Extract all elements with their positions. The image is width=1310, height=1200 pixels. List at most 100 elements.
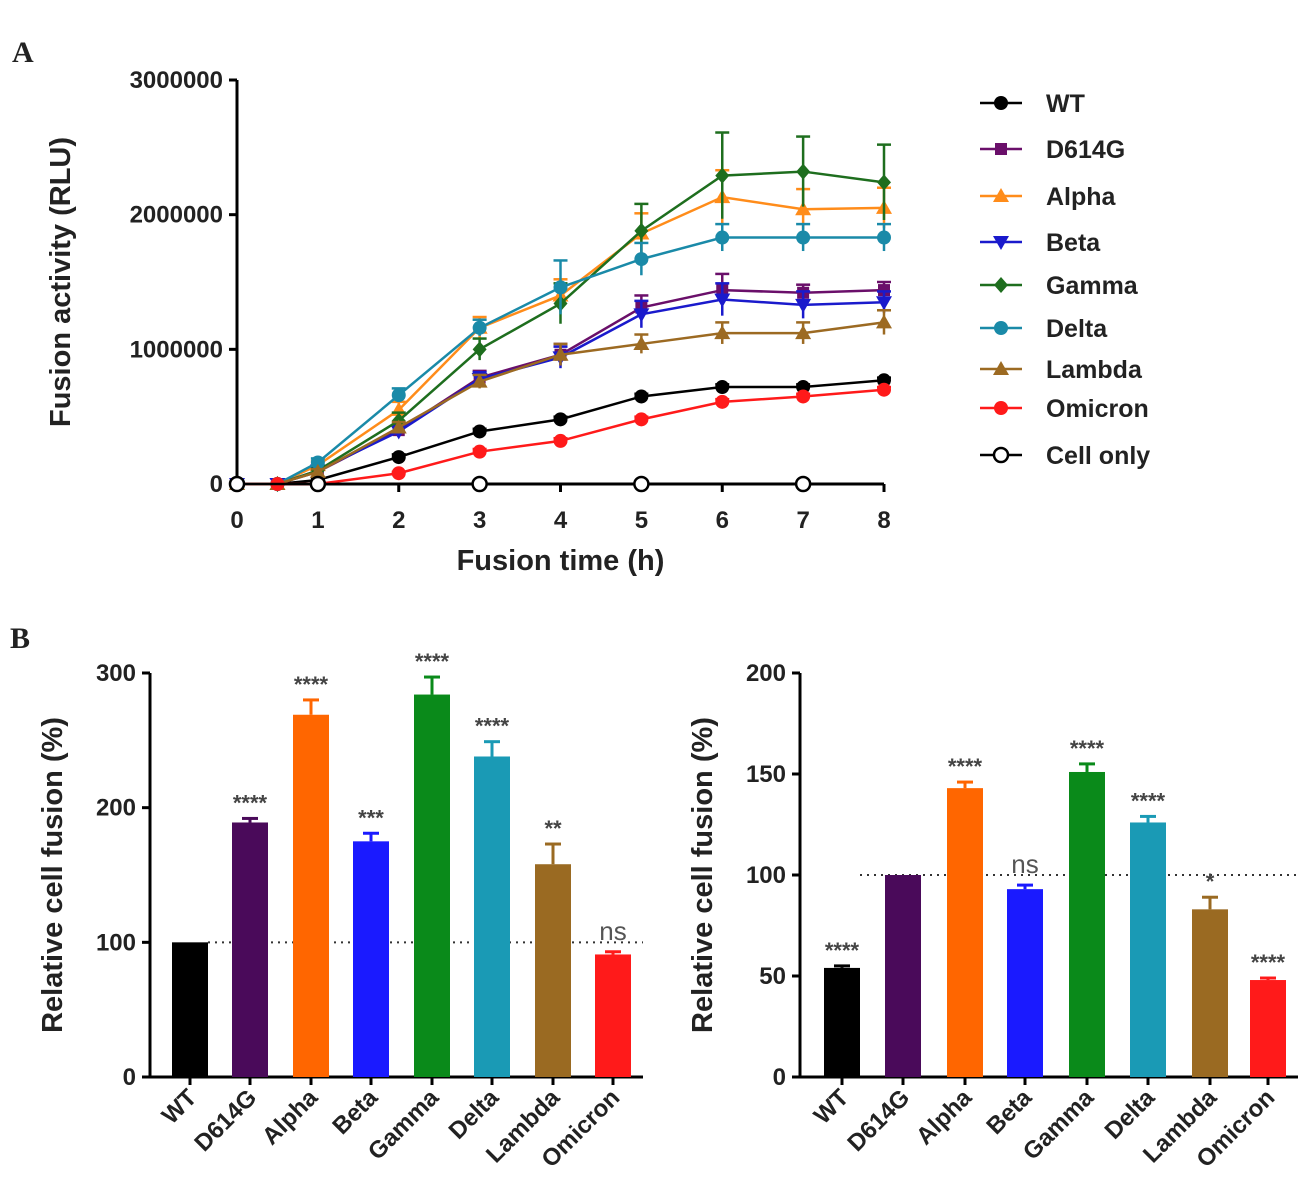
data-point	[794, 475, 812, 493]
bar-delta	[474, 756, 510, 1077]
panel-label-a: A	[12, 36, 34, 69]
series-wt	[230, 373, 891, 491]
legend-marker	[992, 446, 1010, 464]
significance-label: ****	[475, 714, 510, 739]
data-point	[877, 174, 891, 191]
bar-wt	[824, 967, 860, 1077]
series-line	[237, 298, 885, 486]
data-point	[715, 394, 730, 409]
x-tick-label: 1	[311, 507, 324, 534]
bar-omicron	[1250, 980, 1286, 1077]
x-tick-label: Beta	[327, 1084, 383, 1140]
bar-delta	[1130, 822, 1166, 1077]
data-point	[876, 314, 892, 329]
legend-label: Cell only	[1046, 442, 1150, 470]
series-cell-only	[228, 475, 812, 493]
x-tick-label: 6	[716, 507, 729, 534]
legend-marker	[994, 321, 1008, 335]
x-tick-label: D614G	[842, 1084, 915, 1157]
significance-label: ns	[599, 916, 626, 946]
legend-label: Lambda	[1046, 356, 1143, 384]
significance-label: ****	[233, 790, 268, 815]
y-axis-label: Relative cell fusion (%)	[687, 717, 719, 1033]
y-tick-label: 0	[123, 1064, 136, 1091]
data-point	[795, 325, 812, 340]
x-tick-label: 2	[392, 507, 405, 534]
significance-label: ****	[415, 649, 450, 674]
data-point	[795, 298, 812, 313]
legend-item: Cell only	[980, 442, 1150, 470]
data-point	[715, 380, 730, 395]
data-point	[715, 230, 730, 245]
data-point	[795, 201, 812, 216]
y-tick-label: 0	[210, 471, 223, 498]
bar-d614g	[232, 822, 268, 1077]
x-tick-label: 4	[554, 507, 568, 534]
x-tick-label: Alpha	[911, 1084, 978, 1151]
legend-label: Delta	[1046, 315, 1108, 343]
data-point	[552, 346, 569, 361]
bar-alpha	[947, 788, 983, 1077]
x-tick-label: 3	[473, 507, 486, 534]
data-point	[634, 412, 649, 427]
data-point	[715, 167, 730, 184]
significance-label: *	[1206, 869, 1215, 894]
significance-label: **	[544, 816, 562, 841]
panel-label-b: B	[10, 622, 30, 655]
significance-label: ****	[294, 672, 329, 697]
data-point	[714, 325, 731, 340]
data-point	[633, 475, 650, 493]
legend-marker	[993, 361, 1009, 375]
data-point	[471, 373, 488, 388]
data-point	[796, 230, 811, 245]
significance-label: ns	[1011, 849, 1038, 879]
data-point	[391, 388, 406, 403]
bar-gamma	[1069, 771, 1105, 1077]
line-chart-fusion-kinetics: 0 1000000 2000000 3000000 0 1 2 3 4 5 6 7 8 Fusion ti…	[45, 67, 1150, 577]
legend-label: Beta	[1046, 229, 1101, 257]
bar-lambda	[535, 864, 571, 1077]
y-tick-label: 300	[96, 660, 136, 687]
data-point	[633, 308, 650, 323]
bar-wt	[172, 942, 208, 1077]
data-point	[553, 280, 568, 295]
series-line	[237, 321, 885, 486]
legend-item: D614G	[980, 136, 1125, 164]
y-tick-label: 1000000	[130, 336, 223, 363]
y-tick-label: 50	[759, 963, 786, 990]
significance-label: ****	[948, 754, 983, 779]
bar-omicron	[595, 954, 631, 1077]
y-tick-label: 200	[746, 660, 786, 687]
legend-item: Gamma	[980, 272, 1139, 300]
data-point	[309, 463, 326, 478]
data-point	[472, 424, 487, 439]
y-tick-label: 100	[746, 862, 786, 889]
significance-label: ***	[358, 805, 384, 830]
bar-gamma	[414, 694, 450, 1077]
data-point	[310, 455, 325, 470]
bar-d614g	[885, 875, 921, 1077]
data-point	[634, 222, 649, 239]
data-point	[553, 412, 568, 427]
legend-item: Delta	[980, 315, 1108, 343]
legend-marker	[994, 401, 1008, 415]
data-point	[877, 382, 891, 397]
legend-label: D614G	[1046, 136, 1125, 164]
legend-marker	[994, 277, 1008, 293]
y-tick-label: 200	[96, 795, 136, 822]
data-point	[391, 450, 406, 465]
bar-beta	[353, 841, 389, 1077]
y-axis-label: Fusion activity (RLU)	[45, 137, 77, 427]
data-point	[634, 389, 649, 404]
legend-marker	[995, 143, 1007, 155]
legend-item: Lambda	[980, 356, 1143, 384]
legend-marker	[994, 96, 1008, 110]
legend-item: WT	[980, 90, 1085, 118]
data-point	[472, 341, 487, 358]
data-point	[391, 466, 406, 481]
legend-item: Beta	[980, 229, 1101, 257]
x-tick-label: WT	[809, 1084, 855, 1130]
